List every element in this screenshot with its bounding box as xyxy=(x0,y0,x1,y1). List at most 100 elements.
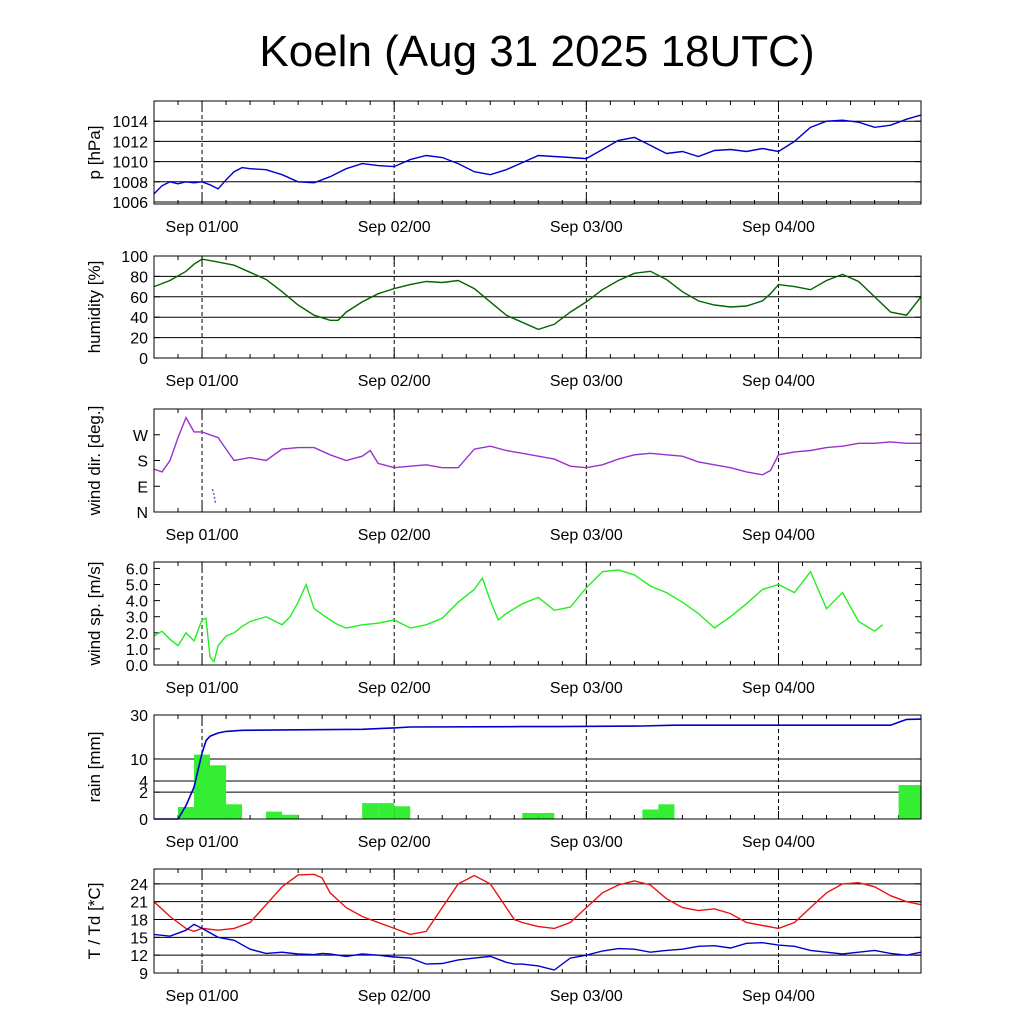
rain-bar xyxy=(898,785,921,819)
x-tick-label: Sep 03/00 xyxy=(550,219,623,236)
rain-bar xyxy=(194,754,211,819)
panel-frame xyxy=(153,561,922,666)
rain-bar xyxy=(394,806,411,819)
x-tick-label: Sep 01/00 xyxy=(166,988,239,1005)
rain-bar xyxy=(226,804,243,819)
series-humidity xyxy=(153,258,922,331)
y-tick-label: 24 xyxy=(130,877,148,894)
y-tick-label: 0 xyxy=(139,812,148,829)
x-tick-label: Sep 02/00 xyxy=(358,219,431,236)
series-td xyxy=(153,923,922,971)
x-tick-label: Sep 02/00 xyxy=(358,373,431,390)
rain-bar xyxy=(362,803,379,819)
y-tick-label: 1006 xyxy=(112,195,148,212)
y-tick-label: 0.0 xyxy=(126,658,148,675)
x-tick-label: Sep 04/00 xyxy=(742,373,815,390)
y-tick-label: W xyxy=(133,428,149,445)
x-tick-label: Sep 03/00 xyxy=(550,680,623,697)
y-axis-label: wind dir. [deg.] xyxy=(85,406,104,517)
panel-rain: 0 24 10 30 rain [mm] Sep 01/00 Sep 02/00 Sep 03… xyxy=(85,708,922,851)
y-tick-label: 6.0 xyxy=(126,561,148,578)
y-tick-label: 20 xyxy=(130,331,148,348)
y-tick-label: 0 xyxy=(139,351,148,368)
x-tick-label: Sep 04/00 xyxy=(742,219,815,236)
y-tick-label: 4 xyxy=(139,774,148,791)
rain-bar xyxy=(210,765,227,819)
x-tick-label: Sep 04/00 xyxy=(742,988,815,1005)
y-tick-label: 10 xyxy=(130,752,148,769)
x-tick-label: Sep 01/00 xyxy=(166,527,239,544)
x-tick-label: Sep 02/00 xyxy=(358,988,431,1005)
y-axis-label: humidity [%] xyxy=(85,261,104,354)
chart-title: Koeln (Aug 31 2025 18UTC) xyxy=(259,27,814,76)
y-tick-label: 5.0 xyxy=(126,578,148,595)
panel-humidity: 0 20 40 60 80 100 humidity [%] Sep 01/00 Sep 02/… xyxy=(85,249,922,390)
y-tick-label: 2 xyxy=(139,785,148,802)
rain-bar xyxy=(282,814,299,819)
y-tick-label: 80 xyxy=(130,269,148,286)
rain-bar xyxy=(538,812,555,819)
y-tick-label: 40 xyxy=(130,310,148,327)
y-tick-label: 4.0 xyxy=(126,594,148,611)
rain-bar xyxy=(658,804,675,819)
panel-frame xyxy=(153,408,922,513)
x-tick-label: Sep 03/00 xyxy=(550,373,623,390)
series-p xyxy=(153,114,922,195)
y-tick-label: S xyxy=(137,454,148,471)
rain-bar xyxy=(266,811,283,819)
x-tick-label: Sep 02/00 xyxy=(358,680,431,697)
x-tick-label: Sep 02/00 xyxy=(358,834,431,851)
x-tick-label: Sep 04/00 xyxy=(742,834,815,851)
y-tick-label: N xyxy=(136,505,148,522)
y-tick-label: 12 xyxy=(130,948,148,965)
panel-frame xyxy=(153,255,922,359)
x-tick-label: Sep 03/00 xyxy=(550,527,623,544)
series-wind-speed xyxy=(153,569,884,664)
x-tick-label: Sep 01/00 xyxy=(166,834,239,851)
y-tick-label: E xyxy=(137,479,148,496)
rain-bar xyxy=(178,806,195,819)
panel-frame xyxy=(153,100,922,205)
y-tick-label: 21 xyxy=(130,895,148,912)
x-tick-label: Sep 01/00 xyxy=(166,680,239,697)
y-axis-label: p [hPa] xyxy=(85,126,104,180)
y-tick-label: 3.0 xyxy=(126,610,148,627)
panel-frame xyxy=(153,714,922,820)
y-axis-label: wind sp. [m/s] xyxy=(85,562,104,667)
panel-wind_speed: 0.01.02.03.04.05.06.0 wind sp. [m/s] Sep 0… xyxy=(85,561,922,697)
y-tick-label: 9 xyxy=(139,966,148,983)
x-tick-label: Sep 02/00 xyxy=(358,527,431,544)
series-wind-dir xyxy=(153,415,921,476)
series-wind-dir-north xyxy=(211,488,217,504)
y-tick-label: 15 xyxy=(130,930,148,947)
y-tick-label: 30 xyxy=(130,708,148,725)
y-axis-label: T / Td [*C] xyxy=(85,883,104,960)
y-tick-label: 1.0 xyxy=(126,642,148,659)
x-tick-label: Sep 03/00 xyxy=(550,834,623,851)
rain-accum-line xyxy=(154,718,922,820)
y-tick-label: 1014 xyxy=(112,114,148,131)
y-tick-label: 2.0 xyxy=(126,626,148,643)
y-tick-label: 1012 xyxy=(112,134,148,151)
y-tick-label: 1010 xyxy=(112,155,148,172)
y-tick-label: 18 xyxy=(130,913,148,930)
x-tick-label: Sep 01/00 xyxy=(166,373,239,390)
y-tick-label: 60 xyxy=(130,290,148,307)
rain-bar xyxy=(378,803,395,819)
y-tick-label: 1008 xyxy=(112,175,148,192)
x-tick-label: Sep 04/00 xyxy=(742,527,815,544)
series-t xyxy=(153,873,922,936)
x-tick-label: Sep 03/00 xyxy=(550,988,623,1005)
x-tick-label: Sep 01/00 xyxy=(166,219,239,236)
y-axis-label: rain [mm] xyxy=(85,732,104,803)
panel-frame xyxy=(153,868,922,974)
rain-bar xyxy=(642,809,659,819)
x-tick-label: Sep 04/00 xyxy=(742,680,815,697)
panel-pressure: 1006 1008 1010 1012 1014 p [hPa] Sep 01/00 Sep … xyxy=(85,100,922,236)
y-tick-label: 100 xyxy=(121,249,148,266)
rain-bar xyxy=(522,812,539,819)
